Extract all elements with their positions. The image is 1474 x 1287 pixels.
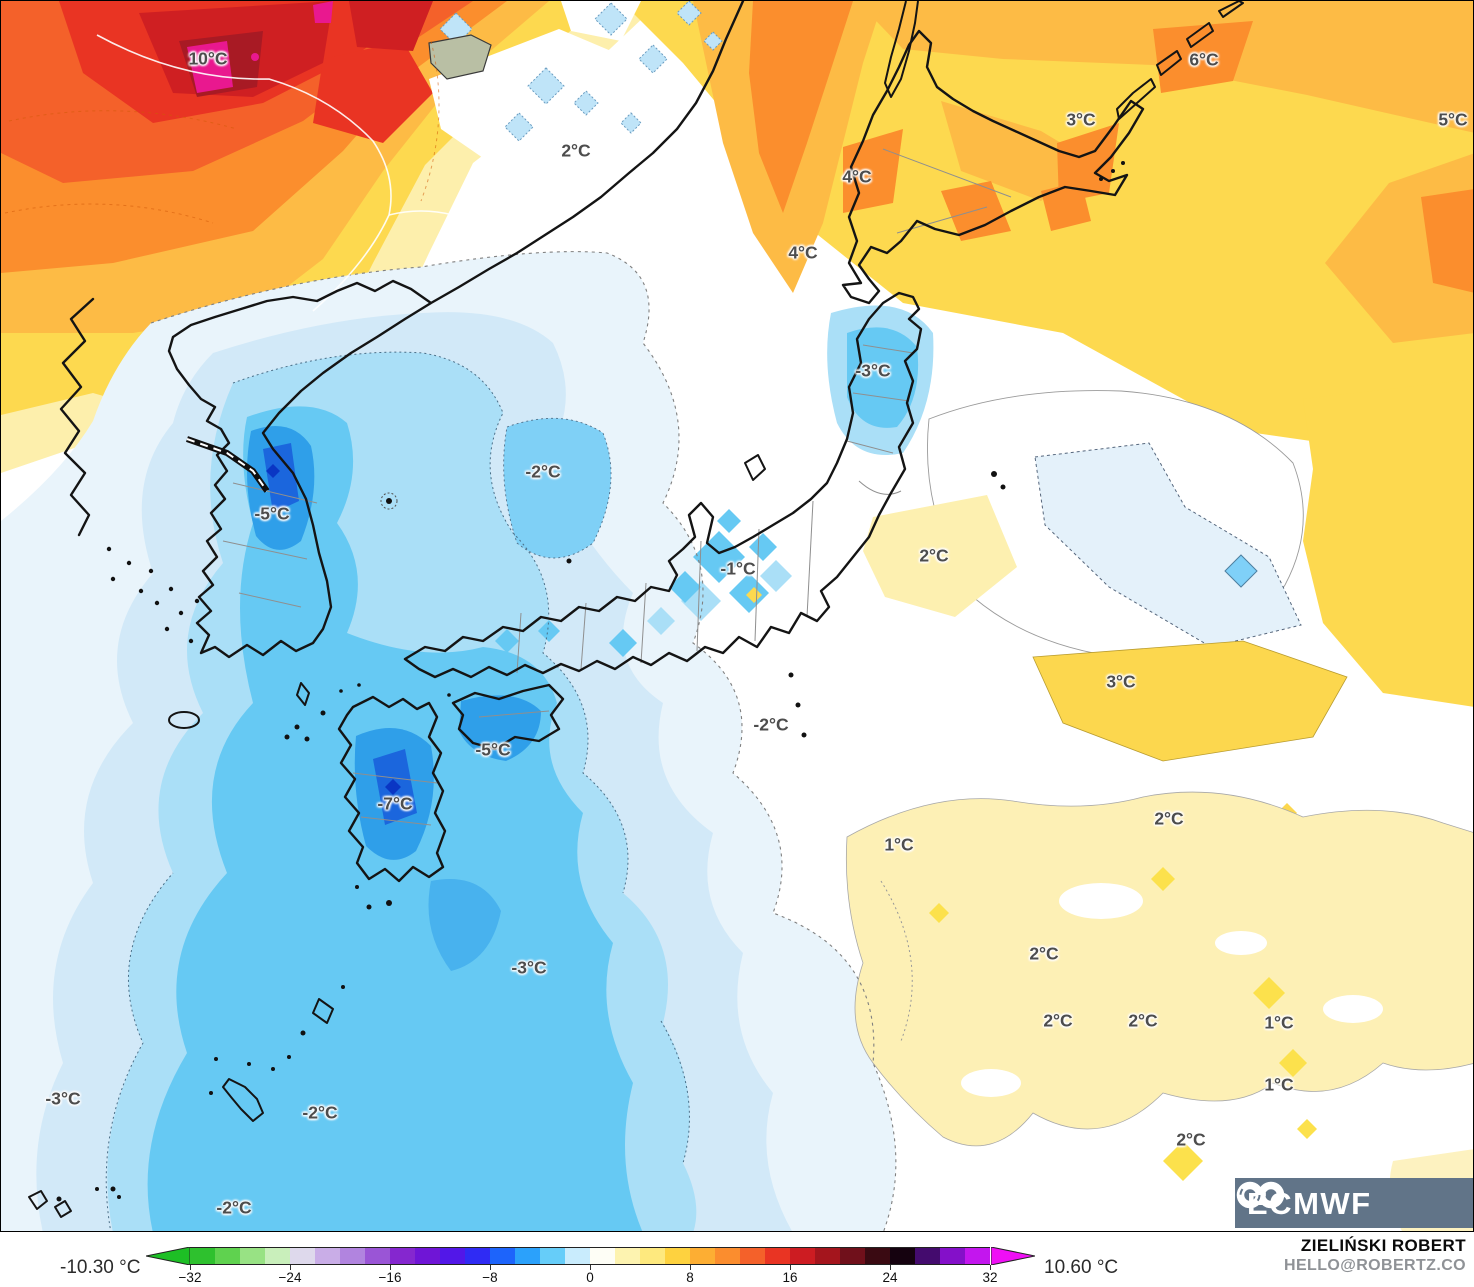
colorbar-segment xyxy=(940,1248,965,1264)
colorbar-segment xyxy=(340,1248,365,1264)
temp-label: 1°C xyxy=(1264,1074,1294,1095)
colorbar-segment xyxy=(665,1248,690,1264)
temp-label: -2°C xyxy=(525,461,561,482)
temp-label: -2°C xyxy=(302,1102,338,1123)
colorbar-max-label: 10.60 °C xyxy=(1044,1257,1119,1278)
colorbar-segment xyxy=(590,1248,615,1264)
colorbar-tick xyxy=(790,1265,791,1270)
ecmwf-rings-icon xyxy=(1236,1181,1285,1209)
colorbar-segment xyxy=(790,1248,815,1264)
colorbar-min-label: -10.30 °C xyxy=(60,1257,141,1278)
colorbar-footer: -10.30 °C 10.60 °C −32 −24 −16 −8 0 8 16 24 32 Z… xyxy=(0,1232,1474,1287)
colorbar-segment xyxy=(315,1248,340,1264)
temp-label: 2°C xyxy=(1043,1010,1073,1031)
colorbar-tick-label: 16 xyxy=(782,1270,798,1285)
colorbar-left-arrow xyxy=(146,1247,190,1265)
colorbar-segment xyxy=(915,1248,940,1264)
colorbar-tick xyxy=(590,1265,591,1270)
temp-label: -2°C xyxy=(753,714,789,735)
temp-label: 2°C xyxy=(919,545,949,566)
colorbar xyxy=(190,1247,990,1265)
colorbar-tick-label: 8 xyxy=(686,1270,694,1285)
colorbar-segment xyxy=(615,1248,640,1264)
weather-map: 10°C 2°C 6°C 3°C 5°C 4°C 4°C -3°C -2°C -5°C -1°C 2°… xyxy=(0,0,1474,1232)
temp-label: 10°C xyxy=(188,48,228,69)
colorbar-segment xyxy=(540,1248,565,1264)
temperature-anomaly-field xyxy=(1,1,1473,1231)
temp-label: 3°C xyxy=(1106,671,1136,692)
colorbar-tick-label: −8 xyxy=(482,1270,498,1285)
colorbar-segment xyxy=(515,1248,540,1264)
attribution-email: HELLO@ROBERTZ.CO xyxy=(1284,1257,1466,1274)
colorbar-tick xyxy=(490,1265,491,1270)
colorbar-segment xyxy=(740,1248,765,1264)
colorbar-segment xyxy=(265,1248,290,1264)
colorbar-segment xyxy=(415,1248,440,1264)
colorbar-segment xyxy=(715,1248,740,1264)
colorbar-right-arrow xyxy=(991,1247,1035,1265)
colorbar-segment xyxy=(815,1248,840,1264)
temp-label: 5°C xyxy=(1438,109,1468,130)
temp-label: 2°C xyxy=(1029,943,1059,964)
colorbar-segment xyxy=(390,1248,415,1264)
colorbar-tick-label: −16 xyxy=(378,1270,402,1285)
temp-label: 4°C xyxy=(788,242,818,263)
colorbar-tick-label: −24 xyxy=(278,1270,302,1285)
temp-label: 6°C xyxy=(1189,49,1219,70)
colorbar-segment xyxy=(290,1248,315,1264)
colorbar-segment xyxy=(640,1248,665,1264)
colorbar-segment xyxy=(465,1248,490,1264)
colorbar-segment xyxy=(865,1248,890,1264)
temp-label: 2°C xyxy=(561,140,591,161)
colorbar-segment xyxy=(840,1248,865,1264)
colorbar-tick xyxy=(390,1265,391,1270)
colorbar-segment xyxy=(490,1248,515,1264)
colorbar-tick-label: 24 xyxy=(882,1270,898,1285)
temperature-labels-layer: 10°C 2°C 6°C 3°C 5°C 4°C 4°C -3°C -2°C -5°C -1°C 2°… xyxy=(1,1,1473,1231)
temp-label: 2°C xyxy=(1176,1129,1206,1150)
temp-label: -7°C xyxy=(377,793,413,814)
temp-label: 4°C xyxy=(842,166,872,187)
colorbar-tick-label: 0 xyxy=(586,1270,594,1285)
temp-label: 2°C xyxy=(1128,1010,1158,1031)
temp-label: -1°C xyxy=(720,558,756,579)
temp-label: 1°C xyxy=(884,834,914,855)
temp-label: -5°C xyxy=(254,503,290,524)
temp-label: -3°C xyxy=(511,957,547,978)
temp-label: 1°C xyxy=(1264,1012,1294,1033)
temp-label: 3°C xyxy=(1066,109,1096,130)
colorbar-tick xyxy=(290,1265,291,1270)
colorbar-tick-label: 32 xyxy=(982,1270,998,1285)
temp-label: -2°C xyxy=(216,1197,252,1218)
colorbar-segment xyxy=(765,1248,790,1264)
colorbar-segment xyxy=(215,1248,240,1264)
colorbar-segment xyxy=(240,1248,265,1264)
temp-label: -3°C xyxy=(45,1088,81,1109)
colorbar-tick xyxy=(990,1265,991,1270)
colorbar-segment xyxy=(965,1248,990,1264)
ecmwf-logo: ECMWF xyxy=(1235,1178,1473,1228)
temp-label: -5°C xyxy=(475,739,511,760)
colorbar-tick xyxy=(690,1265,691,1270)
colorbar-segment xyxy=(690,1248,715,1264)
temp-label: -3°C xyxy=(855,360,891,381)
colorbar-segment xyxy=(565,1248,590,1264)
colorbar-tick xyxy=(190,1265,191,1270)
attribution-name: ZIELIŃSKI ROBERT xyxy=(1300,1236,1466,1255)
colorbar-tick-label: −32 xyxy=(178,1270,202,1285)
temp-label: 2°C xyxy=(1154,808,1184,829)
colorbar-segment xyxy=(440,1248,465,1264)
colorbar-segment xyxy=(890,1248,915,1264)
colorbar-segment xyxy=(190,1248,215,1264)
colorbar-tick xyxy=(890,1265,891,1270)
colorbar-segment xyxy=(365,1248,390,1264)
